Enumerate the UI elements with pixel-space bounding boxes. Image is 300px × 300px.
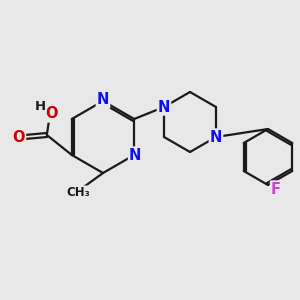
Text: N: N <box>97 92 109 107</box>
Text: O: O <box>46 106 58 122</box>
Text: CH₃: CH₃ <box>66 187 90 200</box>
Text: N: N <box>129 148 141 163</box>
Text: F: F <box>271 182 281 196</box>
Text: H: H <box>34 100 45 112</box>
Text: N: N <box>210 130 222 145</box>
Text: O: O <box>13 130 25 145</box>
Text: N: N <box>158 100 170 115</box>
